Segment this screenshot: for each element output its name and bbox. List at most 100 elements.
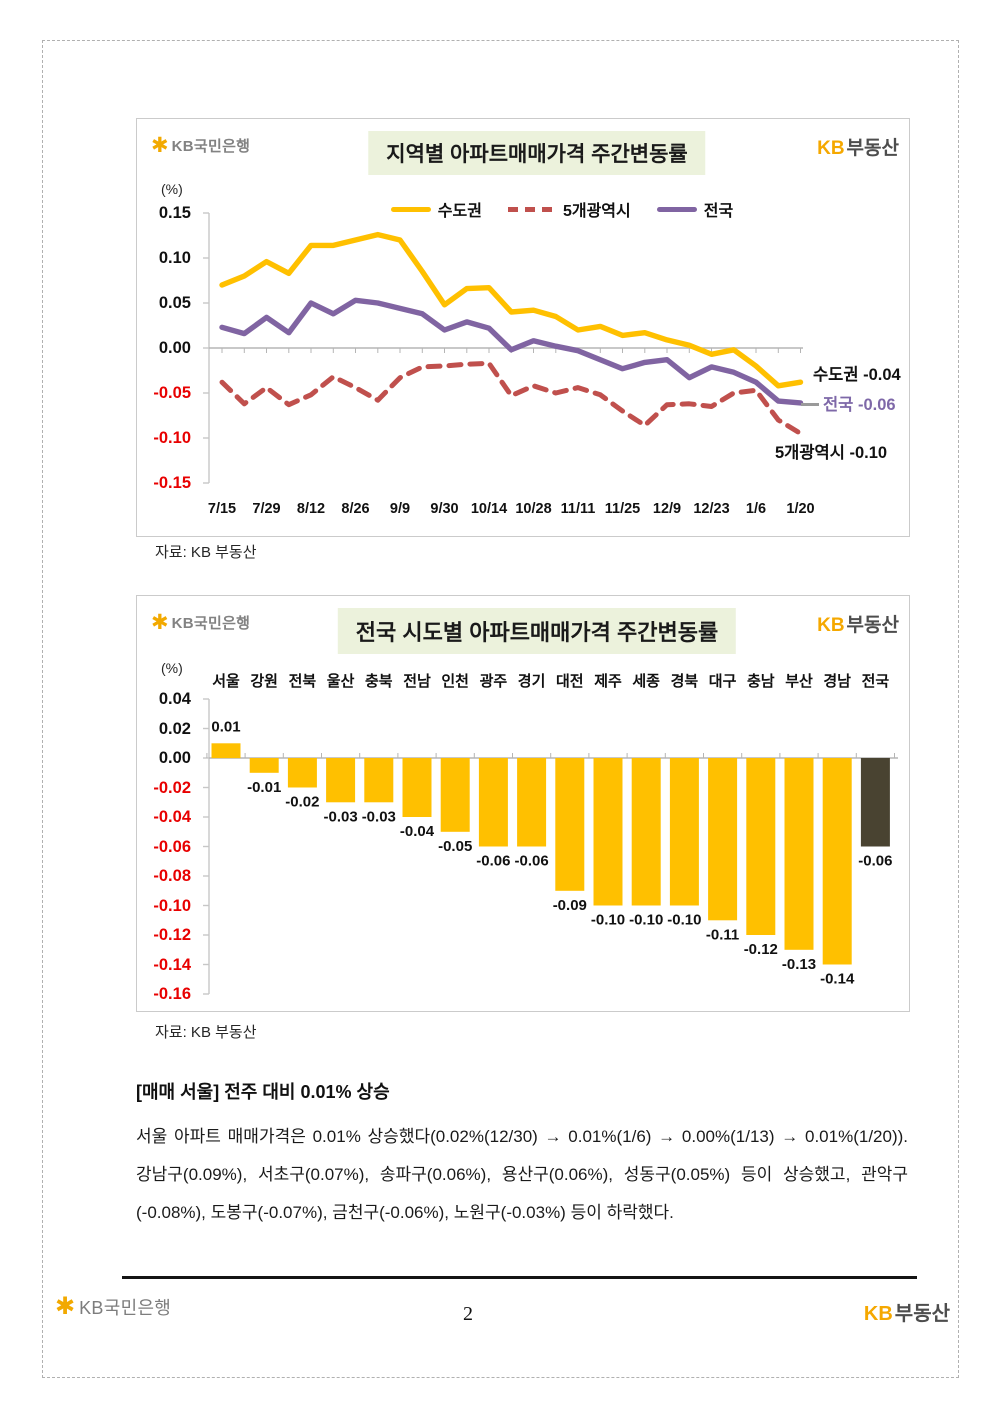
x-tick-label: 9/9 — [389, 501, 411, 517]
bar-서울 — [211, 743, 241, 759]
x-tick-label: 10/28 — [515, 501, 552, 517]
commentary-block: [매매 서울] 전주 대비 0.01% 상승 서울 아파트 매매가격은 0.01… — [136, 1078, 908, 1232]
y-tick-label: -0.16 — [153, 985, 191, 1003]
y-axis-unit-label: (%) — [161, 181, 183, 197]
category-label: 대구 — [708, 673, 737, 690]
y-tick-label: -0.06 — [153, 837, 191, 856]
category-label: 경남 — [823, 673, 851, 690]
category-label: 경북 — [670, 673, 699, 690]
kb-realty-logo: KB 부동산 — [817, 610, 899, 637]
bar-value-label: -0.13 — [782, 956, 816, 973]
category-label: 충북 — [364, 673, 393, 690]
category-label: 인천 — [441, 673, 469, 690]
kb-bank-logo: ✱ KB국민은행 — [55, 1294, 171, 1320]
page-dashed-border — [42, 40, 959, 1378]
kb-star-icon: ✱ — [151, 611, 169, 634]
bar-전남 — [402, 758, 432, 817]
kb-bank-logo-text: KB국민은행 — [79, 1298, 172, 1318]
kb-realty-logo-kb: KB — [863, 1303, 893, 1325]
bar-value-label: -0.03 — [362, 808, 396, 825]
x-tick-label: 1/6 — [745, 501, 767, 517]
category-label: 세종 — [632, 673, 660, 690]
series-line-수도권 — [219, 231, 804, 389]
legend-label: 수도권 — [437, 203, 482, 220]
bar-부산 — [784, 758, 814, 950]
category-label: 충남 — [746, 673, 775, 690]
y-tick-label: -0.10 — [153, 896, 191, 915]
category-label: 광주 — [479, 673, 508, 690]
x-tick-label: 10/14 — [470, 501, 508, 517]
series-line-5개광역시 — [219, 360, 803, 436]
y-tick-label: -0.02 — [153, 778, 191, 797]
bar-value-label: -0.06 — [514, 853, 548, 870]
y-tick-label: 0.02 — [158, 719, 191, 738]
x-tick-label: 8/26 — [341, 501, 370, 517]
end-label-connector — [801, 403, 819, 406]
bar-전북 — [287, 758, 317, 788]
bar-전국 — [860, 758, 890, 847]
line-chart-panel: ✱ KB국민은행 지역별 아파트매매가격 주간변동률 KB 부동산 (%) 수도권… — [136, 118, 910, 537]
x-tick-label: 8/12 — [296, 501, 326, 517]
category-label: 전북 — [288, 673, 317, 690]
y-tick-label: 0.05 — [158, 294, 191, 312]
bar-충남 — [746, 758, 776, 935]
bar-충북 — [364, 758, 394, 803]
y-tick-label: -0.15 — [153, 474, 191, 492]
legend-label: 5개광역시 — [562, 203, 631, 220]
end-label-sudogwon: 수도권 -0.04 — [813, 366, 901, 384]
y-tick-label: -0.05 — [153, 384, 191, 402]
page-number: 2 — [463, 1303, 473, 1325]
legend-swatch — [507, 206, 556, 212]
kb-realty-logo-text: 부동산 — [846, 615, 899, 636]
bar-value-label: -0.10 — [629, 912, 663, 929]
y-tick-label: -0.04 — [153, 808, 191, 826]
y-tick-label: -0.12 — [153, 926, 191, 944]
legend-item-전국: 전국 — [656, 197, 734, 221]
end-label-gwangyeoksi: 5개광역시 -0.10 — [775, 444, 888, 462]
legend-item-수도권: 수도권 — [390, 197, 482, 221]
x-tick-label: 7/29 — [252, 501, 281, 517]
legend-label: 전국 — [703, 203, 734, 220]
category-label: 부산 — [785, 673, 813, 690]
legend-swatch — [390, 206, 431, 212]
kb-realty-logo-text: 부동산 — [894, 1303, 950, 1325]
legend-swatch — [656, 206, 697, 212]
bar-value-label: -0.11 — [706, 926, 739, 943]
kb-bank-logo: ✱ KB국민은행 — [151, 612, 250, 633]
y-tick-label: -0.08 — [153, 867, 191, 885]
bar-세종 — [631, 758, 661, 906]
kb-realty-logo: KB 부동산 — [864, 1297, 950, 1326]
line-chart — [203, 212, 804, 484]
x-tick-label: 11/25 — [604, 501, 641, 517]
end-label-jeonguk: 전국 -0.06 — [823, 396, 896, 414]
bar-경북 — [669, 758, 699, 906]
y-tick-label: 0.15 — [158, 204, 191, 222]
bar-value-label: -0.04 — [400, 823, 435, 840]
footer-divider — [122, 1276, 917, 1279]
category-label: 강원 — [250, 673, 278, 690]
bar-chart-source: 자료: KB 부동산 — [155, 1024, 257, 1041]
chart-legend: 수도권 5개광역시 전국 — [137, 197, 909, 221]
bar-value-label: -0.01 — [247, 779, 281, 796]
y-tick-label: 0.10 — [158, 249, 191, 267]
bar-value-label: -0.06 — [858, 853, 892, 870]
y-tick-label: 0.00 — [158, 749, 191, 767]
line-chart-source: 자료: KB 부동산 — [155, 544, 257, 561]
x-tick-label: 12/9 — [652, 501, 682, 517]
line-chart-title: 지역별 아파트매매가격 주간변동률 — [368, 131, 706, 175]
y-axis-unit-label: (%) — [161, 660, 183, 676]
bar-chart-title: 전국 시도별 아파트매매가격 주간변동률 — [337, 608, 737, 654]
kb-bank-logo: ✱ KB국민은행 — [151, 135, 250, 156]
bar-chart: 0.01-0.01-0.02-0.03 -0.03-0.04-0.05-0.06-… — [203, 698, 898, 995]
bar-경기 — [517, 758, 547, 847]
category-label: 서울 — [212, 673, 240, 690]
bar-인천 — [440, 758, 470, 832]
bar-value-label: -0.10 — [667, 912, 701, 929]
bar-value-label: -0.02 — [285, 794, 319, 811]
bar-value-label: -0.09 — [553, 897, 587, 914]
kb-bank-logo-text: KB국민은행 — [171, 615, 251, 632]
commentary-body: 서울 아파트 매매가격은 0.01% 상승했다(0.02%(12/30) → 0… — [136, 1127, 908, 1222]
bar-value-label: -0.10 — [591, 912, 625, 929]
x-tick-label: 1/20 — [786, 501, 815, 517]
bar-광주 — [478, 758, 508, 847]
